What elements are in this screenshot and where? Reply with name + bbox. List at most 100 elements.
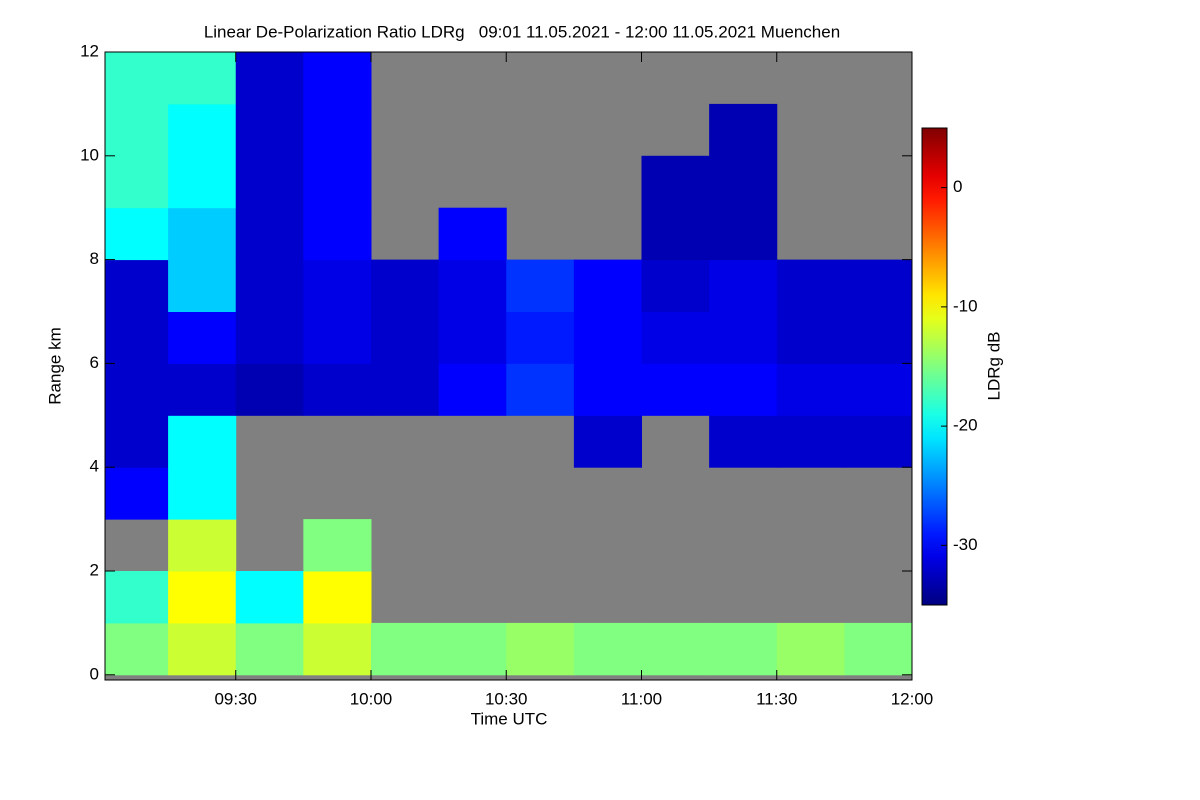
heat-cell (506, 622, 575, 676)
heat-cell (168, 519, 237, 572)
heat-cell (168, 155, 237, 209)
heat-cell (641, 207, 710, 261)
heat-cell (303, 103, 372, 157)
heat-cell (168, 207, 237, 261)
heat-cell (370, 311, 440, 364)
heat-cell (105, 467, 169, 520)
x-tick-label: 10:00 (350, 689, 393, 708)
heat-cell (168, 415, 237, 468)
y-tick-label: 10 (80, 145, 99, 164)
heat-cell (235, 207, 304, 261)
heat-cell (105, 259, 169, 313)
heat-cell (303, 155, 372, 209)
heat-cell (105, 207, 169, 261)
heat-cell (235, 311, 304, 364)
colorbar-tick-label: -20 (953, 416, 978, 435)
colorbar-tick-label: -30 (953, 535, 978, 554)
heat-cell (168, 622, 237, 676)
heat-cell (844, 259, 913, 313)
heat-cell (105, 52, 169, 105)
heat-cell (709, 207, 778, 261)
plot-frame (104, 51, 913, 681)
x-tick-label: 10:30 (485, 689, 528, 708)
heat-cell (168, 311, 237, 364)
heat-cell (844, 622, 913, 676)
x-tick-label: 09:30 (214, 689, 257, 708)
heat-cell (235, 363, 304, 416)
heat-cell (709, 259, 778, 313)
colorbar-tick-label: 0 (953, 177, 962, 196)
heat-cell (438, 259, 507, 313)
heat-cell (168, 103, 237, 157)
heat-cell (105, 622, 169, 676)
colorbar-label: LDRg dB (984, 332, 1003, 401)
colorbar (921, 127, 948, 606)
chart-title: Linear De-Polarization Ratio LDRg 09:01 … (204, 22, 840, 41)
heat-cell (844, 363, 913, 416)
heat-cell (776, 622, 845, 676)
heat-cell (235, 155, 304, 209)
heat-cell (105, 415, 169, 468)
heat-cell (303, 519, 372, 572)
heat-cell (573, 622, 642, 676)
heat-cell (168, 259, 237, 313)
heat-cell (168, 363, 237, 416)
heat-cell (776, 363, 845, 416)
heat-cell (709, 363, 778, 416)
heat-cell (303, 363, 372, 416)
heat-cell (235, 103, 304, 157)
heat-cell (105, 103, 169, 157)
heat-cell (235, 259, 304, 313)
heat-cell (168, 571, 237, 624)
heat-cell (235, 571, 304, 624)
y-tick-label: 12 (80, 41, 99, 60)
y-axis-label: Range km (45, 327, 64, 404)
heat-cell (235, 52, 304, 105)
heat-cell (573, 259, 642, 313)
heat-cell (709, 103, 778, 157)
heat-cell (438, 363, 507, 416)
heat-cell (776, 311, 845, 364)
heat-cell (105, 571, 169, 624)
colorbar-tick-label: -10 (953, 296, 978, 315)
y-tick-label: 6 (90, 353, 99, 372)
heat-cell (370, 259, 440, 313)
heat-cell (303, 52, 372, 105)
heat-cell (709, 311, 778, 364)
y-tick-label: 8 (90, 249, 99, 268)
heat-cell (844, 415, 913, 468)
heat-cell (438, 622, 507, 676)
y-tick-label: 2 (90, 560, 99, 579)
heat-cell (105, 311, 169, 364)
heat-cell (168, 52, 237, 105)
heat-cell (370, 622, 440, 676)
heat-cell (573, 415, 642, 468)
y-tick-label: 0 (90, 664, 99, 683)
heat-cell (641, 259, 710, 313)
x-tick-label: 12:00 (891, 689, 934, 708)
x-tick-label: 11:00 (621, 689, 662, 708)
heat-cell (506, 363, 575, 416)
heat-cell (506, 311, 575, 364)
x-tick-label: 11:30 (756, 689, 797, 708)
heat-cell (641, 363, 710, 416)
heat-cell (506, 259, 575, 313)
heat-cell (370, 363, 440, 416)
heat-cell (573, 363, 642, 416)
heat-cell (438, 207, 507, 261)
heat-cell (573, 311, 642, 364)
heat-cell (168, 467, 237, 520)
heat-cell (105, 155, 169, 209)
heat-cell (438, 311, 507, 364)
heat-cell (235, 622, 304, 676)
heat-cell (776, 259, 845, 313)
heat-cell (303, 571, 372, 624)
y-tick-label: 4 (90, 457, 99, 476)
heat-cell (709, 622, 778, 676)
heat-cell (709, 155, 778, 209)
heat-cell (709, 415, 778, 468)
heat-cell (303, 259, 372, 313)
heat-cell (641, 155, 710, 209)
